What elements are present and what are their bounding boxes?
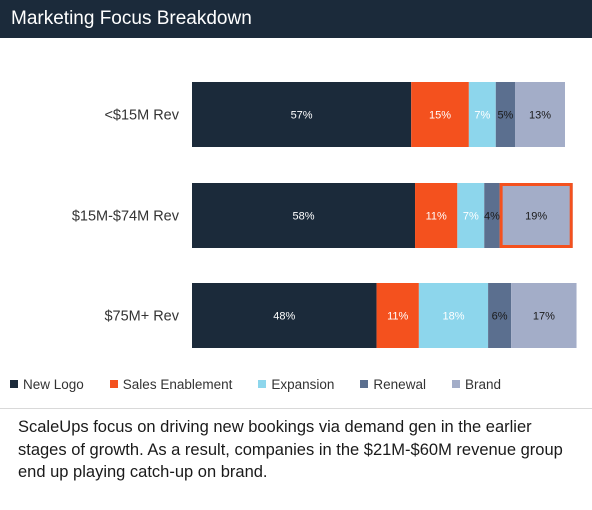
bar-segment [511,283,577,348]
bar-segment [499,183,573,248]
data-label: 18% [442,311,464,323]
data-label: 15% [429,110,451,122]
bar-segment [415,183,458,248]
legend-item: New Logo [10,377,84,392]
bar-segment [484,183,500,248]
legend-swatch [360,380,369,388]
category-label: $75M+ Rev [104,309,179,325]
legend-swatch [10,380,18,388]
stacked-bar-chart: <$15M Rev 57% 15% 7% 5% 13% $15M-$74M Rev 58% 11… [72,82,577,348]
legend-swatch [451,380,460,388]
data-label: 11% [426,211,447,223]
legend-label: Renewal [373,376,426,392]
data-label: 6% [492,311,508,323]
legend-swatch [258,380,267,388]
bar-segment [192,183,416,248]
caption-text: ScaleUps focus on driving new bookings v… [18,418,563,481]
legend-label: New Logo [23,376,84,392]
divider [0,408,592,409]
legend-item: Brand [451,376,501,392]
legend-item: Expansion [258,377,334,392]
data-label: 5% [497,110,513,122]
legend-label: Brand [464,376,501,392]
legend-item: Renewal [360,377,426,392]
data-label: 11% [387,311,408,323]
bar-segment [418,283,489,348]
data-label: 48% [273,311,295,323]
data-label: 57% [291,110,313,122]
highlight-box [499,183,573,248]
bar-segment [468,82,496,147]
bar-segment [515,82,565,147]
data-label: 13% [529,110,551,122]
category-label: <$15M Rev [104,108,179,124]
bar-segment [192,283,377,348]
data-label: 17% [533,311,555,323]
legend-label: Expansion [271,376,335,392]
bar-segment [192,82,412,147]
legend-label: Sales Enablement [122,376,233,392]
category-label: $15M-$74M Rev [72,209,180,225]
data-label: 7% [463,211,479,223]
page-title: Marketing Focus Breakdown [11,8,252,29]
bar-segment [457,183,485,248]
data-label: 58% [292,211,314,223]
bar-segment [411,82,469,147]
data-label: 7% [474,110,490,122]
data-label: 19% [525,211,547,223]
legend-item: Sales Enablement [109,376,233,392]
bar-segment [495,82,516,147]
chart-legend: New Logo Sales Enablement Expansion Renewal… [10,374,501,394]
bar-segment [488,283,512,348]
legend-swatch [109,380,118,388]
title-bar: Marketing Focus Breakdown [0,0,592,38]
data-label: 4% [484,211,500,223]
bar-segment [376,283,419,348]
